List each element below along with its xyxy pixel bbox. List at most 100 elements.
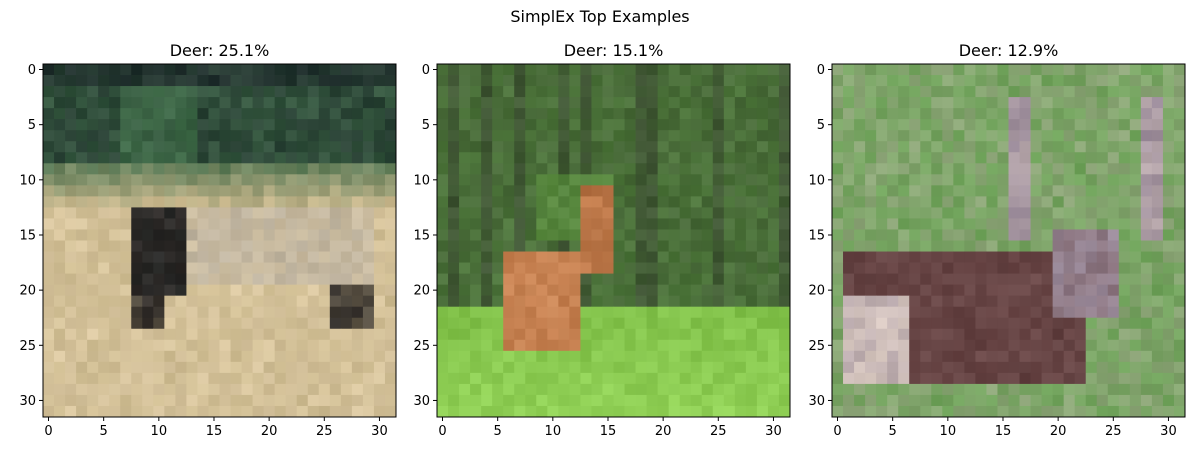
image-pixel — [87, 108, 99, 120]
image-pixel — [679, 174, 692, 186]
image-pixel — [384, 64, 397, 76]
image-pixel — [602, 108, 614, 120]
image-pixel — [964, 295, 976, 308]
image-pixel — [153, 273, 165, 286]
image-pixel — [887, 350, 899, 363]
image-pixel — [351, 130, 364, 142]
image-pixel — [76, 130, 88, 142]
image-pixel — [525, 152, 537, 164]
image-pixel — [43, 64, 55, 76]
image-pixel — [481, 141, 493, 153]
image-pixel — [920, 273, 932, 286]
image-pixel — [745, 130, 758, 142]
image-pixel — [76, 86, 88, 98]
image-pixel — [340, 218, 353, 230]
image-pixel — [723, 372, 736, 385]
image-pixel — [131, 262, 143, 274]
image-pixel — [1019, 185, 1031, 197]
image-pixel — [373, 284, 386, 297]
image-pixel — [175, 229, 187, 241]
y-tick-label: 0 — [28, 63, 36, 78]
image-pixel — [241, 130, 253, 142]
image-pixel — [778, 207, 791, 219]
image-pixel — [986, 306, 998, 319]
image-pixel — [186, 328, 198, 341]
image-pixel — [745, 350, 758, 363]
image-pixel — [1151, 196, 1164, 208]
image-pixel — [186, 163, 198, 175]
image-pixel — [525, 405, 537, 418]
image-pixel — [1107, 119, 1120, 131]
image-pixel — [1085, 317, 1098, 330]
image-pixel — [131, 394, 143, 407]
image-pixel — [351, 372, 364, 385]
image-pixel — [384, 174, 397, 186]
image-pixel — [296, 229, 309, 241]
image-pixel — [153, 218, 165, 230]
image-pixel — [241, 218, 253, 230]
image-pixel — [756, 251, 769, 263]
image-pixel — [1041, 174, 1054, 186]
image-pixel — [657, 317, 670, 330]
image-pixel — [307, 141, 320, 153]
image-pixel — [712, 130, 725, 142]
image-pixel — [964, 361, 976, 374]
image-pixel — [274, 152, 287, 164]
image-pixel — [87, 152, 99, 164]
image-pixel — [1030, 119, 1042, 131]
image-pixel — [164, 328, 176, 341]
image-pixel — [362, 328, 375, 341]
image-pixel — [646, 350, 659, 363]
image-pixel — [230, 262, 242, 274]
image-pixel — [340, 361, 353, 374]
image-pixel — [986, 405, 998, 418]
image-pixel — [668, 405, 681, 418]
image-pixel — [1096, 75, 1109, 87]
image-pixel — [690, 141, 703, 153]
image-pixel — [186, 130, 198, 142]
image-pixel — [285, 251, 298, 263]
image-pixel — [142, 86, 154, 98]
image-pixel — [153, 152, 165, 164]
image-pixel — [843, 372, 855, 385]
image-pixel — [131, 229, 143, 241]
image-pixel — [953, 328, 965, 341]
image-pixel — [1118, 108, 1131, 120]
image-pixel — [1118, 86, 1131, 98]
image-pixel — [1008, 174, 1020, 186]
image-pixel — [492, 119, 504, 131]
image-pixel — [448, 97, 460, 109]
image-pixel — [920, 130, 932, 142]
image-pixel — [252, 383, 265, 396]
image-pixel — [1074, 394, 1087, 407]
image-pixel — [525, 64, 537, 76]
image-pixel — [1107, 185, 1120, 197]
image-pixel — [459, 361, 471, 374]
image-pixel — [536, 251, 548, 263]
image-pixel — [887, 64, 899, 76]
image-pixel — [241, 328, 253, 341]
image-pixel — [263, 383, 276, 396]
image-pixel — [635, 119, 647, 131]
image-pixel — [492, 251, 504, 263]
image-pixel — [767, 218, 780, 230]
image-pixel — [1030, 339, 1042, 352]
image-pixel — [296, 383, 309, 396]
image-pixel — [1030, 64, 1042, 76]
image-pixel — [536, 317, 548, 330]
image-pixel — [65, 108, 77, 120]
image-pixel — [208, 350, 220, 363]
image-pixel — [887, 295, 899, 308]
image-pixel — [329, 350, 342, 363]
image-pixel — [931, 240, 943, 252]
image-pixel — [723, 295, 736, 308]
image-pixel — [558, 163, 570, 175]
image-pixel — [131, 64, 143, 76]
image-pixel — [1063, 328, 1076, 341]
image-pixel — [1041, 229, 1054, 241]
image-pixel — [964, 229, 976, 241]
image-pixel — [1019, 229, 1031, 241]
image-pixel — [602, 152, 614, 164]
image-pixel — [1118, 284, 1131, 297]
image-pixel — [1140, 405, 1153, 418]
